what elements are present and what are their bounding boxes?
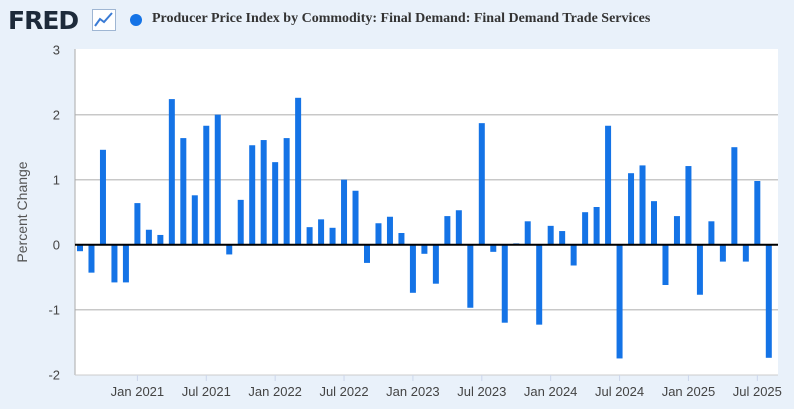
x-tick-label: Jul 2023 xyxy=(457,384,506,399)
bar-2020-08 xyxy=(77,244,83,252)
bar-2025-04 xyxy=(719,244,726,262)
bar-2024-09 xyxy=(639,165,646,245)
y-tick-label: 3 xyxy=(53,43,60,58)
bar-2023-01 xyxy=(409,244,416,293)
bar-2021-06 xyxy=(191,195,198,245)
bar-2020-11 xyxy=(111,244,118,283)
bar-2023-02 xyxy=(421,244,428,254)
bar-2022-04 xyxy=(306,227,313,245)
bar-2021-02 xyxy=(145,229,152,245)
bar-2025-05 xyxy=(731,147,738,245)
y-tick-label: 0 xyxy=(53,238,60,253)
bar-2022-08 xyxy=(352,190,359,245)
bar-2023-09 xyxy=(501,244,508,323)
chart-logo-icon xyxy=(92,9,116,31)
bar-2024-06 xyxy=(605,125,612,245)
bar-2023-04 xyxy=(444,216,451,245)
x-tick-label: Jul 2024 xyxy=(595,384,644,399)
chart-title: Producer Price Index by Commodity: Final… xyxy=(152,11,651,26)
x-tick-label: Jan 2023 xyxy=(386,384,440,399)
bar-2022-09 xyxy=(364,244,370,263)
x-tick-label: Jul 2025 xyxy=(733,384,782,399)
bar-2021-10 xyxy=(237,199,244,245)
fred-logo[interactable]: FRED xyxy=(8,6,79,35)
bar-2021-08 xyxy=(214,114,221,245)
bar-2021-03 xyxy=(157,234,164,245)
bar-2024-12 xyxy=(673,216,680,245)
bar-2024-02 xyxy=(559,231,566,245)
bar-2023-05 xyxy=(455,210,462,245)
y-axis-label: Percent Change xyxy=(14,161,30,262)
bar-2022-07 xyxy=(341,179,348,245)
y-tick-label: 2 xyxy=(53,108,60,123)
x-tick-label: Jan 2024 xyxy=(524,384,578,399)
bar-2022-11 xyxy=(386,216,393,245)
bar-2022-10 xyxy=(375,223,382,245)
bar-2024-05 xyxy=(593,207,600,245)
bar-2025-06 xyxy=(742,244,749,262)
bar-2024-01 xyxy=(547,225,554,245)
bar-2024-04 xyxy=(582,212,589,245)
bar-2024-10 xyxy=(651,201,657,245)
bar-2023-06 xyxy=(467,244,474,308)
bar-2020-09 xyxy=(88,244,95,273)
bar-2024-03 xyxy=(570,244,577,266)
bar-2023-08 xyxy=(490,244,497,252)
y-tick-label: 1 xyxy=(53,173,60,188)
x-tick-label: Jan 2025 xyxy=(662,384,716,399)
bar-2022-01 xyxy=(272,162,279,245)
bar-2024-11 xyxy=(662,244,669,285)
bar-2024-08 xyxy=(628,173,635,245)
bar-2021-05 xyxy=(180,138,187,245)
x-tick-label: Jul 2022 xyxy=(319,384,368,399)
bar-2022-12 xyxy=(398,233,405,245)
bar-2023-11 xyxy=(524,221,531,245)
bar-2025-01 xyxy=(685,166,692,245)
bar-2023-03 xyxy=(432,244,439,284)
bar-2020-12 xyxy=(122,244,129,283)
legend-marker xyxy=(130,14,142,26)
bar-2025-02 xyxy=(696,244,703,295)
bar-2021-04 xyxy=(168,99,175,245)
y-tick-label: -2 xyxy=(48,368,60,383)
bar-2022-02 xyxy=(283,138,290,245)
bar-2025-07 xyxy=(754,181,761,245)
bar-2025-08 xyxy=(765,244,772,358)
bar-2020-10 xyxy=(99,149,106,245)
bar-2022-06 xyxy=(329,227,336,245)
bar-2025-03 xyxy=(708,221,715,245)
bar-2021-01 xyxy=(134,203,141,245)
bar-2024-07 xyxy=(616,244,623,359)
y-tick-label: -1 xyxy=(48,303,60,318)
x-tick-label: Jan 2021 xyxy=(111,384,165,399)
bar-2021-12 xyxy=(260,140,267,245)
bar-2022-03 xyxy=(295,97,302,245)
bar-2023-12 xyxy=(536,244,543,325)
bar-2021-09 xyxy=(226,244,233,255)
bar-2022-05 xyxy=(318,219,325,245)
bar-2021-07 xyxy=(203,125,210,245)
bar-2023-07 xyxy=(478,123,485,245)
x-tick-label: Jan 2022 xyxy=(248,384,302,399)
x-tick-label: Jul 2021 xyxy=(182,384,231,399)
bar-2021-11 xyxy=(249,145,256,245)
